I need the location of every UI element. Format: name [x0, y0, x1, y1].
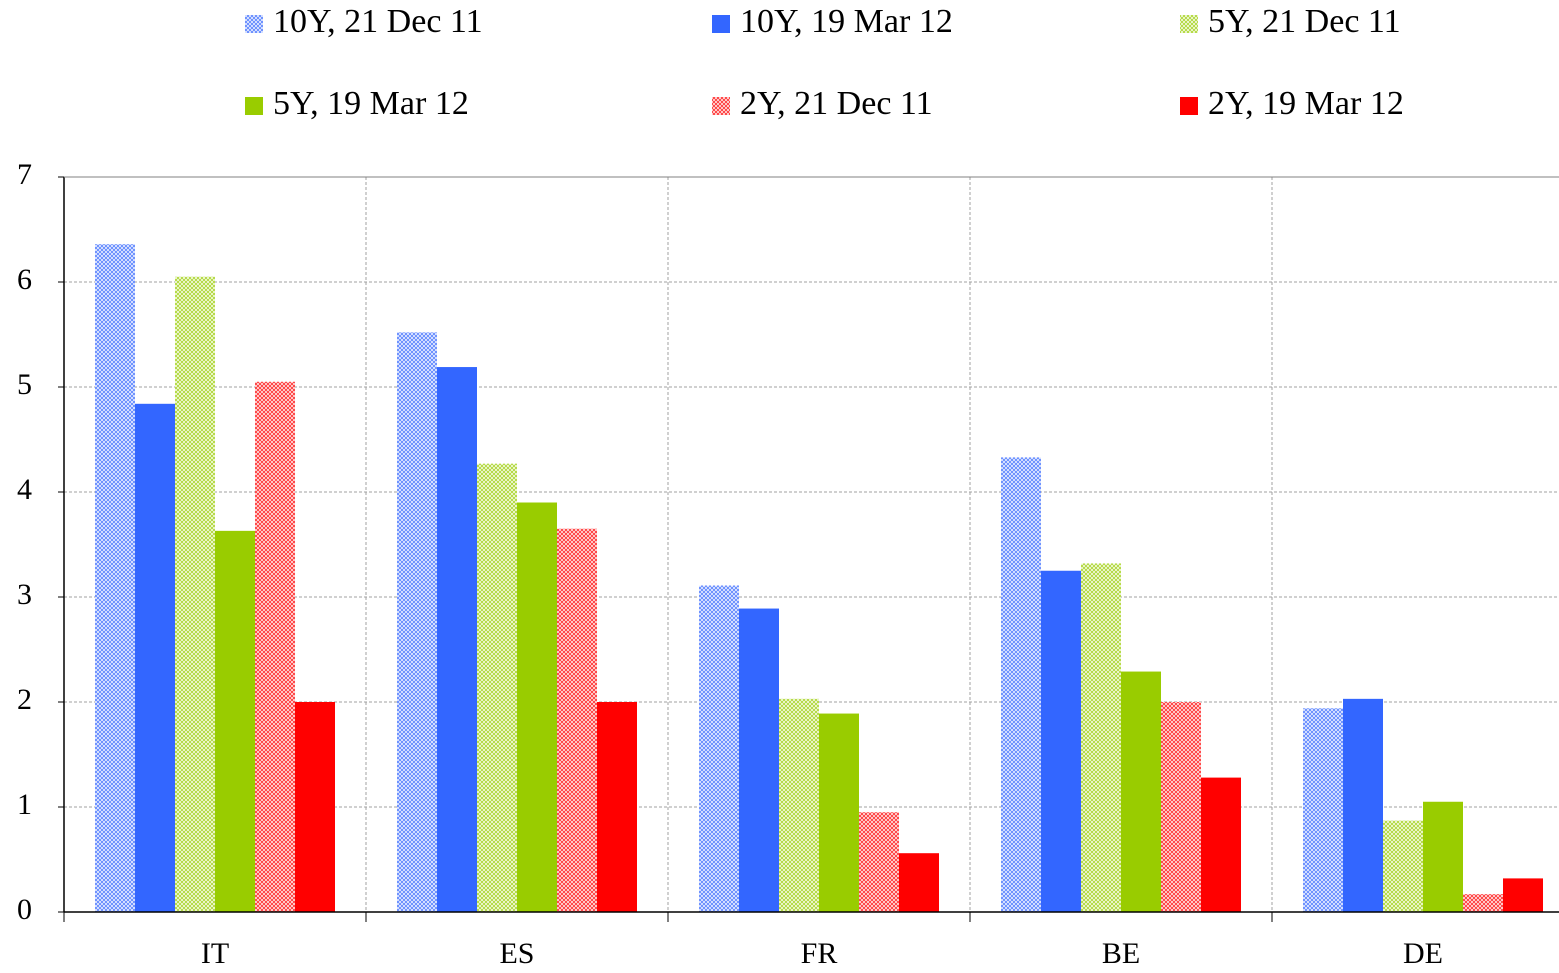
bar	[1463, 894, 1503, 912]
bar	[699, 585, 739, 912]
bar	[1503, 878, 1543, 912]
bar	[1121, 671, 1161, 912]
y-tick-label: 4	[17, 473, 32, 506]
legend-label: 2Y, 21 Dec 11	[740, 85, 933, 122]
legend-label: 10Y, 21 Dec 11	[273, 3, 483, 40]
bar	[477, 463, 517, 912]
bar	[215, 530, 255, 912]
bar	[1041, 570, 1081, 912]
y-tick-label: 2	[17, 683, 32, 716]
bar	[1201, 777, 1241, 912]
legend-label: 5Y, 19 Mar 12	[273, 85, 469, 122]
y-tick-label: 6	[17, 263, 32, 296]
legend-label: 5Y, 21 Dec 11	[1208, 3, 1401, 40]
bar	[295, 702, 335, 912]
bar	[397, 332, 437, 912]
bar	[779, 698, 819, 912]
legend-swatch	[712, 15, 730, 33]
x-tick-label: IT	[201, 937, 229, 970]
bar	[899, 853, 939, 912]
bar	[1081, 563, 1121, 912]
legend-swatch	[245, 15, 263, 33]
bar	[175, 276, 215, 912]
bar	[255, 381, 295, 912]
y-tick-label: 1	[17, 788, 32, 821]
bar	[1343, 698, 1383, 912]
bar	[597, 702, 637, 912]
bar	[1001, 457, 1041, 912]
bar	[437, 367, 477, 912]
bar	[1303, 708, 1343, 912]
bar	[95, 244, 135, 912]
bar	[517, 502, 557, 912]
legend-swatch	[1180, 97, 1198, 115]
bar	[1161, 702, 1201, 912]
x-tick-label: DE	[1403, 937, 1443, 970]
bar	[1423, 801, 1463, 912]
bar	[557, 528, 597, 912]
legend-swatch	[1180, 15, 1198, 33]
bar	[739, 608, 779, 912]
bar	[819, 713, 859, 912]
x-tick-label: BE	[1102, 937, 1140, 970]
x-tick-label: FR	[801, 937, 838, 970]
legend-swatch	[245, 97, 263, 115]
x-tick-label: ES	[499, 937, 534, 970]
y-tick-label: 5	[17, 368, 32, 401]
bar	[859, 812, 899, 912]
y-tick-label: 0	[17, 893, 32, 926]
legend-swatch	[712, 97, 730, 115]
legend-label: 2Y, 19 Mar 12	[1208, 85, 1404, 122]
y-tick-label: 7	[17, 158, 32, 191]
y-tick-label: 3	[17, 578, 32, 611]
legend-label: 10Y, 19 Mar 12	[740, 3, 953, 40]
bar	[135, 403, 175, 912]
bar	[1383, 820, 1423, 912]
